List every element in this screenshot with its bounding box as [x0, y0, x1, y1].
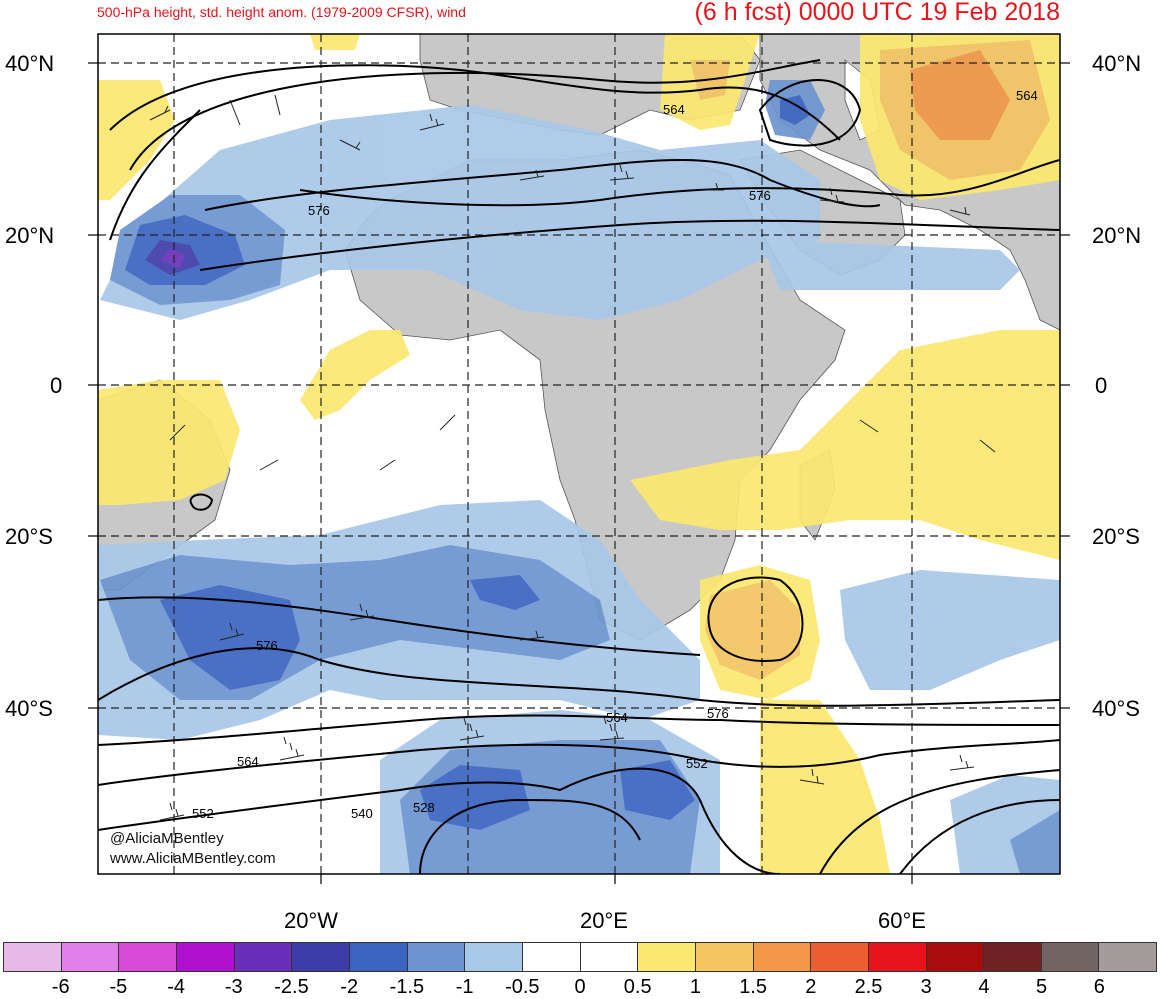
contour-label: 576 [308, 203, 330, 218]
pos-sw-atlantic [98, 380, 240, 505]
contour-label: 564 [663, 102, 685, 117]
axis-ticks [88, 62, 1070, 884]
pos-sa-coast-mid [705, 580, 800, 680]
colorbar-swatch [234, 943, 293, 971]
pos-gulf-guinea [300, 330, 410, 420]
colorbar-swatch [292, 943, 350, 971]
colorbar-swatch [119, 943, 177, 971]
lat-label-20s-left: 20°S [5, 524, 53, 549]
colorbar-tick-label: -1.5 [389, 976, 425, 998]
colorbar-tick-label: 2.5 [854, 976, 883, 998]
neg-black-sea-core [780, 95, 810, 125]
map-frame [97, 33, 1061, 875]
credit-handle: @AliciaMBentley [110, 830, 224, 847]
pos-asia-dark [910, 50, 1010, 140]
map-subtitle: 500-hPa height, std. height anom. (1979-… [97, 4, 466, 20]
forecast-time-title: (6 h fcst) 0000 UTC 19 Feb 2018 [694, 0, 1060, 26]
colorbar-swatch [926, 943, 985, 971]
pos-south-strip [760, 700, 890, 874]
anomaly-shading [98, 34, 1060, 874]
lat-label-eq-right: 0 [1095, 373, 1108, 398]
lat-label-40n-left: 40°N [5, 51, 55, 76]
neg-atlantic-center [160, 248, 185, 268]
colorbar-tick-label: 1 [689, 976, 701, 998]
neg-southern-dark2 [620, 760, 695, 820]
colorbar-swatch [465, 943, 523, 971]
colorbar-tick-label: -0.5 [505, 976, 540, 998]
lat-label-40n-right: 40°N [1092, 51, 1142, 76]
colorbar-swatch [176, 943, 235, 971]
contour-label: 552 [192, 806, 214, 821]
contour-label: 540 [351, 806, 373, 821]
colorbar-tick-label: 0 [574, 976, 586, 998]
lat-label-40s-right: 40°S [1092, 696, 1140, 721]
neg-se-corner-mid [1010, 810, 1060, 874]
lat-label-20s-right: 20°S [1092, 524, 1140, 549]
lat-label-40s-left: 40°S [5, 696, 53, 721]
lon-label-20w: 20°W [284, 908, 339, 933]
colorbar-swatch [61, 943, 120, 971]
neg-indian-south [840, 570, 1060, 690]
colorbar-tick-label: 1.5 [739, 976, 767, 998]
lat-label-20n-left: 20°N [5, 223, 55, 248]
pos-nw-corner [98, 80, 175, 200]
colorbar-swatch [4, 943, 62, 971]
pos-indian-ocean [630, 330, 1060, 560]
height-contours [98, 59, 1060, 874]
colorbar-tick-label: 2 [805, 976, 817, 998]
colorbar [3, 942, 1157, 972]
colorbar-tick-label: -6 [51, 976, 70, 998]
colorbar-tick-label: -2 [340, 976, 359, 998]
contour-label: 564 [606, 710, 628, 725]
colorbar-tick-label: 6 [1093, 976, 1105, 998]
credit-website: www.AliciaMBentley.com [110, 850, 276, 867]
colorbar-tick-label: -4 [167, 976, 185, 998]
contour-label: 564 [237, 754, 259, 769]
contour-label: 576 [707, 706, 729, 721]
colorbar-swatch [638, 943, 696, 971]
contour-labels: 564 564 576 576 576 576 564 552 552 540 … [192, 88, 1038, 821]
colorbar-tick-label: -3 [224, 976, 243, 998]
colorbar-tick-label: 0.5 [623, 976, 652, 998]
graticule [98, 34, 1060, 874]
contour-label: 576 [256, 638, 278, 653]
colorbar-swatch [695, 943, 754, 971]
neg-band-arabian-sea [760, 240, 1020, 290]
colorbar-tick-label: 3 [920, 976, 932, 998]
colorbar-swatch [407, 943, 466, 971]
colorbar-swatch [811, 943, 869, 971]
colorbar-tick-label: 5 [1036, 976, 1048, 998]
colorbar-swatch [984, 943, 1042, 971]
colorbar-swatch [1099, 943, 1157, 971]
contour-label: 576 [749, 188, 771, 203]
lon-label-20e: 20°E [580, 908, 628, 933]
colorbar-swatch [580, 943, 639, 971]
lat-label-20n-right: 20°N [1092, 223, 1142, 248]
lon-label-60e: 60°E [878, 908, 926, 933]
wind-barbs [149, 94, 996, 821]
colorbar-swatch [522, 943, 581, 971]
colorbar-swatch [753, 943, 812, 971]
colorbar-tick-label: -1 [455, 976, 474, 998]
lat-label-eq-left: 0 [50, 373, 63, 398]
colorbar-swatch [349, 943, 408, 971]
colorbar-tick-label: -2.5 [274, 976, 309, 998]
colorbar-swatch [1041, 943, 1100, 971]
colorbar-tick-label: 4 [978, 976, 990, 998]
contour-label: 528 [413, 800, 435, 815]
pos-north-atlantic-top [310, 34, 360, 50]
neg-south-dark2 [470, 575, 540, 610]
contour-label: 552 [686, 756, 708, 771]
colorbar-swatch [868, 943, 927, 971]
contour-label: 564 [1016, 88, 1038, 103]
neg-southern-dark1 [420, 765, 530, 830]
colorbar-tick-label: -5 [109, 976, 128, 998]
map-plot-area: 564 564 576 576 576 576 564 552 552 540 … [98, 34, 1060, 874]
